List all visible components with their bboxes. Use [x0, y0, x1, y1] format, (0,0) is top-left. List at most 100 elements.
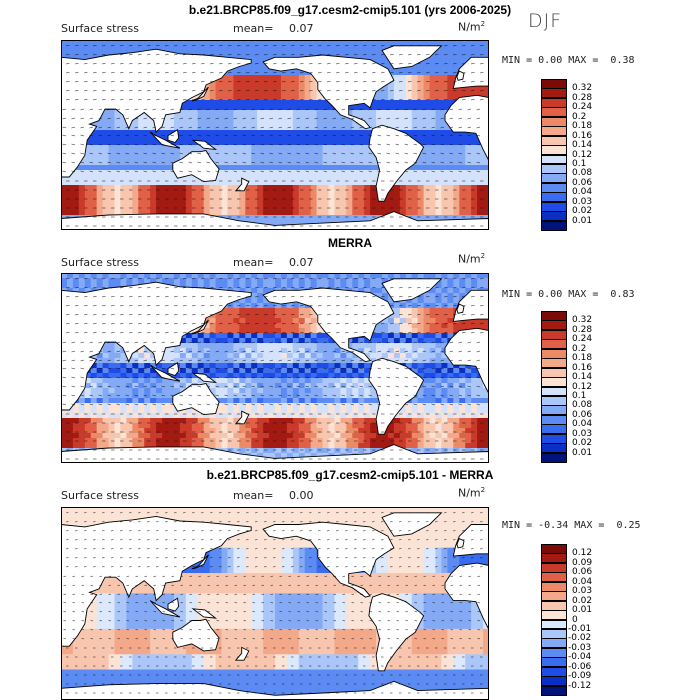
heatmap-cell [316, 160, 323, 166]
stress-vector [209, 54, 214, 56]
heatmap-cell [459, 205, 466, 211]
heatmap-cell [61, 215, 68, 221]
heatmap-cell [245, 90, 252, 96]
heatmap-cell [66, 200, 74, 206]
heatmap-cell [393, 90, 401, 96]
stress-vector [413, 170, 418, 173]
heatmap-cell [399, 343, 407, 349]
heatmap-cell [465, 210, 472, 216]
stress-vector [317, 90, 322, 92]
heatmap-cell [304, 200, 312, 206]
heatmap-cell [435, 333, 442, 339]
heatmap-cell [185, 100, 193, 106]
heatmap-cell [215, 323, 222, 329]
heatmap-cell [120, 45, 127, 51]
heatmap-cell [221, 210, 228, 216]
stress-vector [161, 161, 166, 164]
heatmap-cell [120, 140, 127, 146]
heatmap-cell [477, 50, 484, 56]
heatmap-cell [162, 205, 169, 211]
heatmap-cell [304, 150, 312, 156]
heatmap-cell [179, 150, 187, 156]
stress-vector [290, 99, 295, 101]
heatmap-cell [376, 60, 383, 66]
heatmap-cell [108, 125, 115, 131]
heatmap-cell [168, 353, 175, 359]
heatmap-cell [269, 195, 276, 201]
stress-vector [110, 45, 115, 47]
heatmap-cell [120, 175, 127, 181]
heatmap-cell [269, 135, 276, 141]
stress-vector [296, 126, 301, 129]
stress-vector [251, 170, 256, 173]
stress-vector [461, 81, 466, 83]
stress-vector [404, 170, 409, 173]
stress-vector [479, 45, 484, 47]
heatmap-cell [405, 110, 413, 116]
heatmap-cell [191, 115, 199, 121]
heatmap-cell [393, 200, 401, 206]
heatmap-cell [233, 273, 240, 279]
stress-vector [422, 108, 427, 111]
heatmap-cell [185, 110, 193, 116]
heatmap-cell [429, 185, 436, 191]
heatmap-cell [239, 65, 246, 71]
stress-vector [197, 170, 202, 173]
heatmap-cell [298, 85, 306, 91]
heatmap-cell [257, 353, 264, 359]
heatmap-cell [102, 155, 109, 161]
heatmap-cell [334, 170, 341, 176]
heatmap-cell [257, 110, 264, 116]
stress-vector [368, 161, 373, 164]
heatmap-cell [370, 333, 377, 339]
stress-vector [449, 161, 454, 164]
stress-vector [245, 72, 250, 74]
stress-vector [227, 54, 232, 56]
stress-vector [263, 63, 268, 65]
heatmap-cell [156, 165, 163, 171]
stress-vector [260, 170, 265, 173]
heatmap-cell [280, 95, 288, 101]
heatmap-cell [298, 125, 306, 131]
stress-vector [335, 54, 340, 56]
heatmap-cell [423, 185, 430, 191]
stress-vector [134, 108, 139, 111]
stress-vector [89, 170, 94, 173]
heatmap-cell [144, 135, 151, 141]
heatmap-cell [263, 195, 270, 201]
heatmap-cell [316, 185, 323, 191]
heatmap-cell [393, 40, 401, 46]
heatmap-cell [382, 328, 389, 334]
heatmap-cell [126, 170, 133, 176]
heatmap-cell [239, 353, 246, 359]
heatmap-cell [310, 338, 318, 344]
heatmap-cell [275, 195, 282, 201]
stress-vector [98, 170, 103, 173]
heatmap-cell [399, 190, 407, 196]
heatmap-cell [102, 210, 109, 216]
heatmap-cell [316, 200, 323, 206]
heatmap-cell [90, 175, 98, 181]
heatmap-cell [251, 278, 258, 284]
stress-vector [440, 126, 445, 129]
heatmap-cell [84, 150, 92, 156]
heatmap-cell [275, 45, 282, 51]
heatmap-cell [328, 145, 335, 151]
stress-vector [314, 170, 319, 173]
stress-vector [332, 152, 337, 155]
heatmap-cell [215, 190, 222, 196]
stress-vector [116, 134, 121, 137]
stress-vector [128, 99, 133, 101]
stress-vector [323, 117, 328, 120]
heatmap-cell [340, 145, 347, 151]
stress-vector [98, 134, 103, 137]
heatmap-cell [233, 210, 240, 216]
heatmap-cell [144, 190, 151, 196]
heatmap-cell [239, 338, 246, 344]
stress-vector [296, 134, 301, 137]
heatmap-cell [292, 110, 300, 116]
heatmap-cell [150, 200, 157, 206]
heatmap-cell [150, 135, 157, 141]
heatmap-cell [191, 343, 199, 349]
heatmap-cell [483, 210, 489, 216]
